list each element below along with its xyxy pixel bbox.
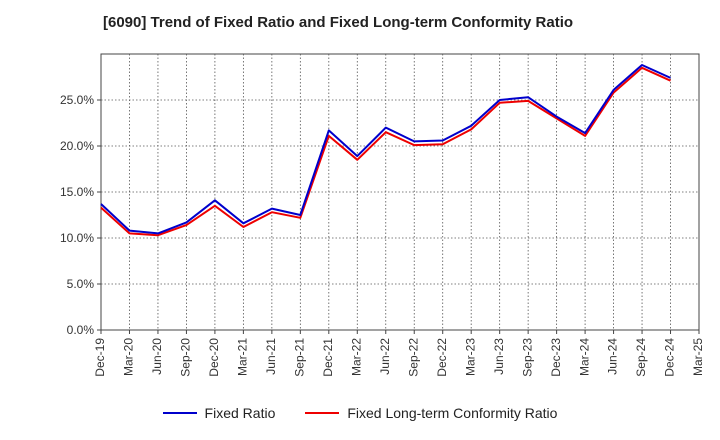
series-lines [100, 64, 671, 237]
x-tick-label: Mar-25 [691, 338, 705, 376]
x-tick-label: Sep-23 [520, 338, 534, 377]
x-tick-label: Dec-21 [321, 338, 335, 377]
chart-title: [6090] Trend of Fixed Ratio and Fixed Lo… [103, 14, 574, 31]
x-tick-label: Dec-22 [435, 338, 449, 377]
legend-item-fixed-ratio: Fixed Ratio [162, 405, 276, 421]
legend: Fixed Ratio Fixed Long-term Conformity R… [0, 405, 720, 421]
y-tick-label: 25.0% [60, 93, 94, 107]
y-axis-ticks: 0.0% 5.0% 10.0% 15.0% 20.0% 25.0% [60, 93, 101, 337]
y-tick-label: 15.0% [60, 185, 94, 199]
x-tick-label: Mar-23 [463, 338, 477, 376]
y-tick-label: 20.0% [60, 139, 94, 153]
legend-label-fixed-long-term-conformity-ratio: Fixed Long-term Conformity Ratio [347, 405, 558, 421]
x-tick-label: Jun-20 [150, 338, 164, 375]
legend-item-fixed-long-term-conformity-ratio: Fixed Long-term Conformity Ratio [305, 405, 557, 421]
legend-swatch-fixed-ratio [162, 412, 197, 414]
x-tick-label: Sep-20 [179, 338, 193, 377]
x-tick-label: Dec-19 [93, 338, 107, 377]
x-tick-label: Jun-24 [606, 338, 620, 375]
x-tick-label: Jun-21 [264, 338, 278, 375]
x-tick-label: Mar-20 [122, 338, 136, 376]
x-tick-label: Sep-21 [293, 338, 307, 377]
x-tick-label: Jun-23 [492, 338, 506, 375]
x-tick-label: Dec-24 [663, 338, 677, 377]
legend-swatch-fixed-long-term-conformity-ratio [305, 412, 340, 414]
x-tick-label: Sep-22 [406, 338, 420, 377]
series-line-fixed-ratio [100, 64, 671, 235]
x-axis-ticks: Dec-19 Mar-20 Jun-20 Sep-20 Dec-20 Mar-21 Jun-… [93, 330, 705, 377]
y-tick-label: 0.0% [67, 323, 95, 337]
x-tick-label: Dec-20 [207, 338, 221, 377]
x-tick-label: Sep-24 [634, 338, 648, 377]
grid-lines [101, 54, 699, 330]
legend-label-fixed-ratio: Fixed Ratio [204, 405, 276, 421]
y-tick-label: 10.0% [60, 231, 94, 245]
series-line-fixed-long-term-conformity-ratio [100, 66, 671, 237]
x-tick-label: Mar-21 [236, 338, 250, 376]
x-tick-label: Mar-24 [577, 338, 591, 376]
x-tick-label: Jun-22 [378, 338, 392, 375]
x-tick-label: Mar-22 [349, 338, 363, 376]
y-tick-label: 5.0% [67, 277, 95, 291]
x-tick-label: Dec-23 [549, 338, 563, 377]
